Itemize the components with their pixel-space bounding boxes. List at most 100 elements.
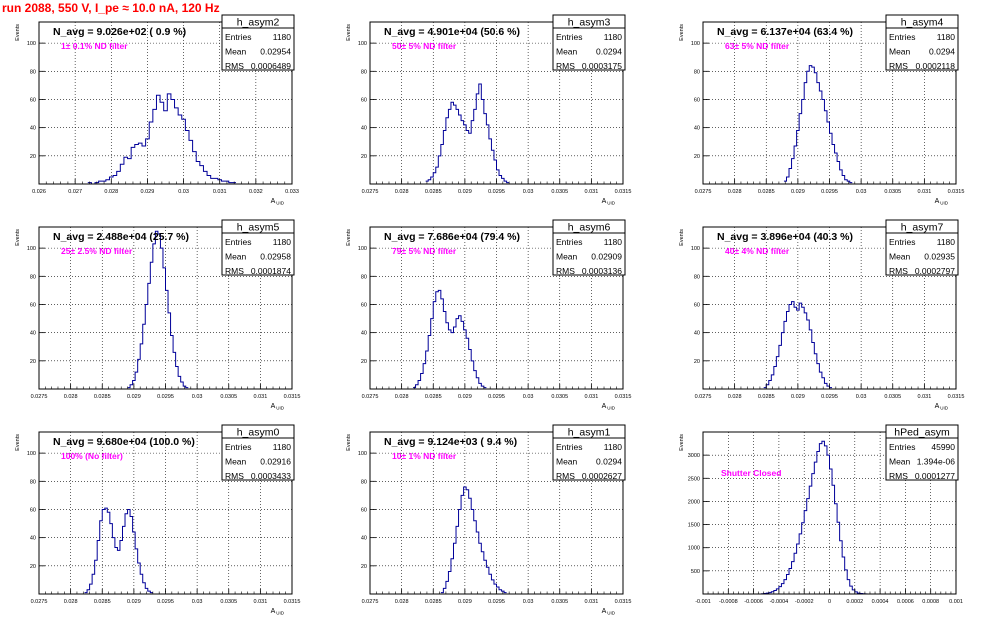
stats-value: 0.0294 bbox=[929, 47, 955, 57]
filter-annotation: 1± 0.1% ND filter bbox=[61, 41, 128, 51]
stats-label: Mean bbox=[225, 457, 247, 467]
stats-title: h_asym4 bbox=[901, 17, 944, 29]
y-tick-label: 40 bbox=[30, 126, 36, 132]
x-tick-label: -0.001 bbox=[695, 599, 711, 605]
stats-value: 0.02954 bbox=[260, 47, 291, 57]
y-tick-label: 80 bbox=[30, 274, 36, 280]
x-tick-label: 0.033 bbox=[285, 189, 299, 195]
y-tick-label: 80 bbox=[694, 274, 700, 280]
y-tick-label: 100 bbox=[358, 246, 367, 252]
x-tick-label: 0.0004 bbox=[872, 599, 889, 605]
stats-title: h_asym5 bbox=[237, 222, 280, 234]
x-tick-label: -0.0004 bbox=[770, 599, 789, 605]
x-tick-label: 0.0315 bbox=[948, 394, 965, 400]
x-axis-title: AUID bbox=[602, 608, 616, 616]
stats-label: Entries bbox=[889, 237, 915, 247]
histogram-panel-h_asym3: 0.0275 0.028 0.0285 0.029 0.0295 0.03 0.0305 0.… bbox=[346, 14, 631, 206]
y-tick-label: 40 bbox=[694, 331, 700, 337]
y-axis-title: Events bbox=[346, 24, 352, 41]
stats-value: 1180 bbox=[273, 442, 292, 452]
stats-title: h_asym3 bbox=[568, 17, 611, 29]
x-tick-label: 0.031 bbox=[253, 599, 267, 605]
y-tick-label: 20 bbox=[30, 359, 36, 365]
stats-label: Mean bbox=[556, 252, 578, 262]
x-tick-label: 0.03 bbox=[523, 394, 534, 400]
stats-value: 45990 bbox=[931, 442, 955, 452]
stats-label: Mean bbox=[556, 457, 578, 467]
x-tick-label: 0.029 bbox=[127, 394, 141, 400]
y-tick-label: 20 bbox=[361, 359, 367, 365]
x-tick-label: 0.028 bbox=[728, 189, 742, 195]
y-tick-label: 1500 bbox=[688, 523, 700, 529]
x-tick-label: 0.0295 bbox=[488, 599, 505, 605]
y-axis-title: Events bbox=[346, 229, 352, 246]
y-tick-label: 100 bbox=[691, 246, 700, 252]
y-tick-label: 20 bbox=[30, 154, 36, 160]
x-tick-label: 0.0305 bbox=[220, 599, 237, 605]
stats-label: Mean bbox=[225, 252, 247, 262]
y-tick-label: 100 bbox=[27, 41, 36, 47]
y-tick-label: 100 bbox=[27, 451, 36, 457]
stats-value: 0.0003175 bbox=[582, 61, 622, 71]
filter-annotation: Shutter Closed bbox=[721, 468, 781, 478]
x-axis-title: AUID bbox=[935, 198, 949, 206]
y-tick-label: 40 bbox=[694, 126, 700, 132]
y-tick-label: 60 bbox=[30, 507, 36, 513]
y-tick-label: 60 bbox=[361, 302, 367, 308]
stats-value: 0.02958 bbox=[260, 252, 291, 262]
y-tick-label: 100 bbox=[27, 246, 36, 252]
y-tick-label: 20 bbox=[694, 154, 700, 160]
stats-title: h_asym7 bbox=[901, 222, 944, 234]
x-tick-label: 0.028 bbox=[64, 394, 78, 400]
x-tick-label: 0.0305 bbox=[884, 189, 901, 195]
x-tick-label: 0.03 bbox=[856, 189, 867, 195]
x-tick-label: -0.0006 bbox=[744, 599, 763, 605]
y-tick-label: 100 bbox=[358, 451, 367, 457]
histogram-panel-h_asym4: 0.0275 0.028 0.0285 0.029 0.0295 0.03 0.0305 0.… bbox=[679, 14, 964, 206]
x-tick-label: 0.028 bbox=[395, 599, 409, 605]
stats-value: 0.0003433 bbox=[251, 471, 291, 481]
x-axis-title: AUID bbox=[271, 403, 285, 411]
x-tick-label: 0.0285 bbox=[425, 189, 442, 195]
histogram-series-h_asym4 bbox=[783, 65, 853, 184]
x-axis-title: AUID bbox=[271, 198, 285, 206]
y-tick-label: 80 bbox=[361, 69, 367, 75]
stats-value: 1180 bbox=[604, 442, 623, 452]
x-tick-label: 0.0315 bbox=[615, 394, 632, 400]
y-tick-label: 60 bbox=[30, 302, 36, 308]
navg-label: N_avg = 9.124e+03 ( 9.4 %) bbox=[384, 436, 517, 448]
filter-annotation: 10± 1% ND filter bbox=[392, 451, 457, 461]
stats-title: h_asym0 bbox=[237, 427, 280, 439]
x-tick-label: 0 bbox=[828, 599, 831, 605]
y-tick-label: 60 bbox=[30, 97, 36, 103]
stats-box bbox=[221, 14, 295, 71]
histogram-series-h_asym1 bbox=[440, 486, 507, 594]
x-tick-label: 0.031 bbox=[584, 599, 598, 605]
stats-label: Entries bbox=[225, 32, 251, 42]
stats-label: Entries bbox=[556, 442, 582, 452]
y-axis-title: Events bbox=[346, 434, 352, 451]
histogram-series-h_asym2 bbox=[87, 93, 236, 185]
stats-value: 0.0001277 bbox=[915, 471, 955, 481]
x-tick-label: 0.0305 bbox=[884, 394, 901, 400]
stats-label: RMS bbox=[556, 266, 575, 276]
stats-label: Mean bbox=[889, 457, 911, 467]
stats-box bbox=[221, 219, 295, 276]
x-tick-label: 0.029 bbox=[141, 189, 155, 195]
x-axis-title: AUID bbox=[602, 198, 616, 206]
y-axis-title: Events bbox=[679, 24, 685, 41]
y-tick-label: 500 bbox=[691, 569, 700, 575]
stats-box bbox=[885, 424, 959, 481]
stats-value: 1180 bbox=[937, 32, 956, 42]
navg-label: N_avg = 6.137e+04 (63.4 %) bbox=[717, 26, 853, 38]
stats-label: RMS bbox=[556, 471, 575, 481]
y-tick-label: 2000 bbox=[688, 499, 700, 505]
y-tick-label: 60 bbox=[694, 302, 700, 308]
y-axis-title: Events bbox=[15, 229, 21, 246]
filter-annotation: 25± 2.5% ND filter bbox=[61, 246, 133, 256]
y-tick-label: 60 bbox=[694, 97, 700, 103]
stats-label: Entries bbox=[889, 32, 915, 42]
stats-value: 0.0003136 bbox=[582, 266, 622, 276]
y-tick-label: 20 bbox=[361, 154, 367, 160]
